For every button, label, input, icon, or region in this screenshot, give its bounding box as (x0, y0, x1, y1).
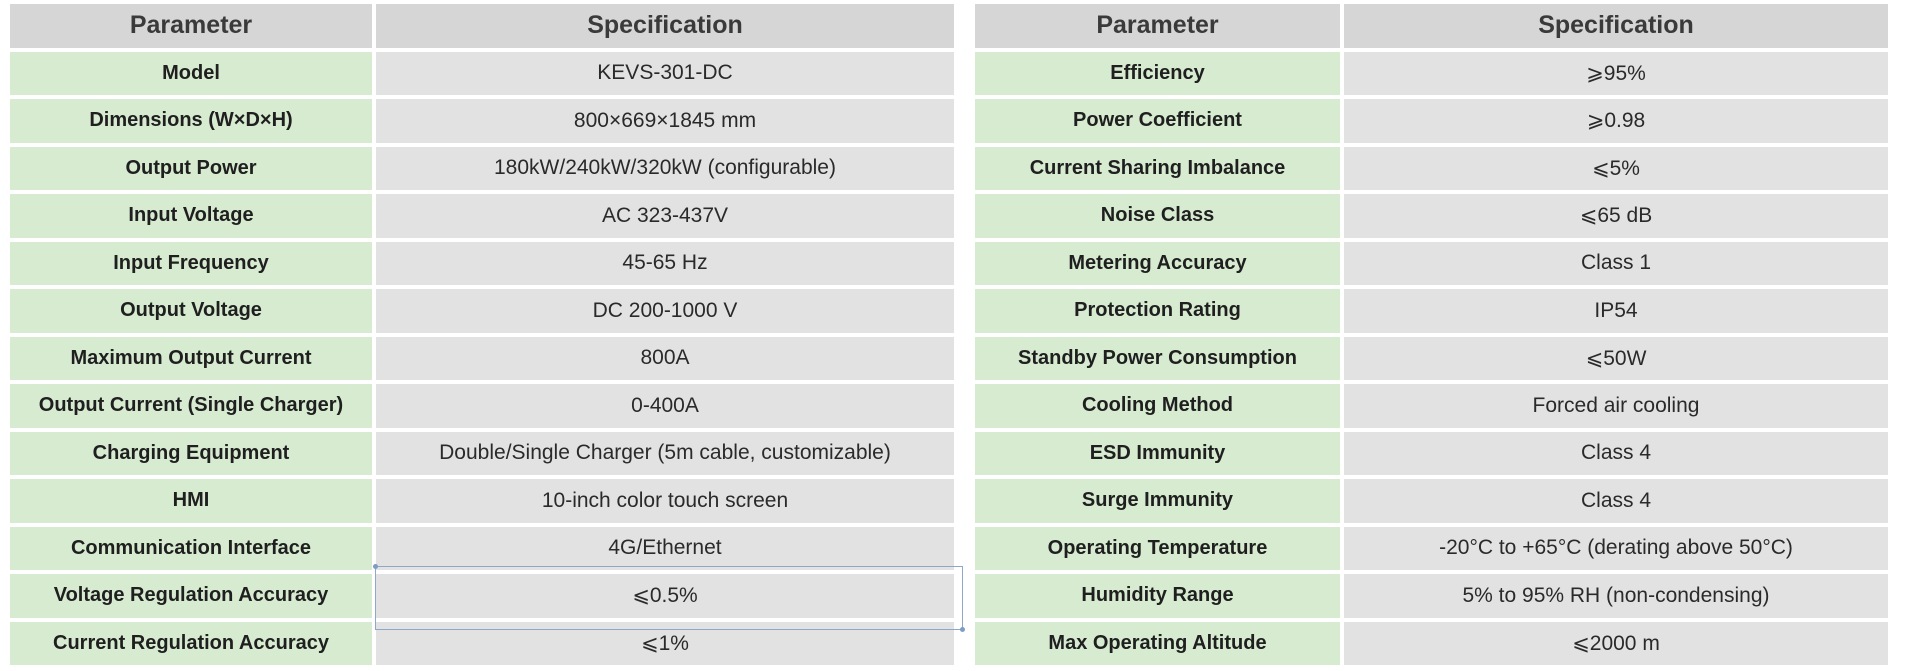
parameter-cell[interactable]: Input Frequency (10, 241, 372, 285)
table-row: Model KEVS-301-DC (10, 51, 954, 95)
specification-cell[interactable]: ⩾0.98 (1344, 99, 1888, 143)
table-row: Output Current (Single Charger) 0-400A (10, 384, 954, 428)
specification-cell[interactable]: IP54 (1344, 289, 1888, 333)
parameter-cell[interactable]: Metering Accuracy (975, 241, 1340, 285)
parameter-cell[interactable]: Maximum Output Current (10, 336, 372, 380)
specification-cell[interactable]: Class 4 (1344, 431, 1888, 475)
parameter-cell[interactable]: Standby Power Consumption (975, 336, 1340, 380)
table-row: ESD Immunity Class 4 (975, 431, 1888, 475)
specification-cell[interactable]: Double/Single Charger (5m cable, customi… (376, 431, 954, 475)
parameter-cell[interactable]: Noise Class (975, 194, 1340, 238)
specification-cell[interactable]: ⩽0.5% (376, 574, 954, 618)
specification-cell[interactable]: 0-400A (376, 384, 954, 428)
specification-cell[interactable]: -20°C to +65°C (derating above 50°C) (1344, 526, 1888, 570)
parameter-cell[interactable]: Output Power (10, 146, 372, 190)
parameter-cell[interactable]: Input Voltage (10, 194, 372, 238)
table-header-row: Parameter Specification (10, 4, 954, 48)
table-row: Maximum Output Current 800A (10, 336, 954, 380)
table-row: Surge Immunity Class 4 (975, 479, 1888, 523)
parameter-cell[interactable]: Current Sharing Imbalance (975, 146, 1340, 190)
specification-cell[interactable]: Class 1 (1344, 241, 1888, 285)
table-row: Input Frequency 45-65 Hz (10, 241, 954, 285)
table-row: Humidity Range 5% to 95% RH (non-condens… (975, 574, 1888, 618)
column-header-parameter: Parameter (975, 4, 1340, 48)
parameter-cell[interactable]: Dimensions (W×D×H) (10, 99, 372, 143)
specification-cell[interactable]: ⩾95% (1344, 51, 1888, 95)
parameter-cell[interactable]: Humidity Range (975, 574, 1340, 618)
parameter-cell[interactable]: Current Regulation Accuracy (10, 621, 372, 665)
table-row: Input Voltage AC 323-437V (10, 194, 954, 238)
parameter-cell[interactable]: Cooling Method (975, 384, 1340, 428)
specification-cell[interactable]: ⩽50W (1344, 336, 1888, 380)
specification-cell[interactable]: ⩽5% (1344, 146, 1888, 190)
specification-cell[interactable]: KEVS-301-DC (376, 51, 954, 95)
table-row: Power Coefficient ⩾0.98 (975, 99, 1888, 143)
parameter-cell[interactable]: HMI (10, 479, 372, 523)
table-row: Cooling Method Forced air cooling (975, 384, 1888, 428)
specification-cell[interactable]: 10-inch color touch screen (376, 479, 954, 523)
table-row: Current Sharing Imbalance ⩽5% (975, 146, 1888, 190)
table-row: HMI 10-inch color touch screen (10, 479, 954, 523)
parameter-cell[interactable]: Power Coefficient (975, 99, 1340, 143)
specification-cell[interactable]: 45-65 Hz (376, 241, 954, 285)
spec-table-left: Parameter Specification Model KEVS-301-D… (10, 4, 954, 665)
table-row: Max Operating Altitude ⩽2000 m (975, 621, 1888, 665)
parameter-cell[interactable]: ESD Immunity (975, 431, 1340, 475)
parameter-cell[interactable]: Output Current (Single Charger) (10, 384, 372, 428)
table-header-row: Parameter Specification (975, 4, 1888, 48)
table-row: Output Voltage DC 200-1000 V (10, 289, 954, 333)
column-header-parameter: Parameter (10, 4, 372, 48)
specification-cell[interactable]: 4G/Ethernet (376, 526, 954, 570)
table-row: Metering Accuracy Class 1 (975, 241, 1888, 285)
parameter-cell[interactable]: Voltage Regulation Accuracy (10, 574, 372, 618)
specification-cell[interactable]: AC 323-437V (376, 194, 954, 238)
parameter-cell[interactable]: Communication Interface (10, 526, 372, 570)
specification-cell[interactable]: 800×669×1845 mm (376, 99, 954, 143)
specification-cell[interactable]: Class 4 (1344, 479, 1888, 523)
selection-handle-bottom-right[interactable] (960, 627, 965, 632)
table-row: Efficiency ⩾95% (975, 51, 1888, 95)
table-row: Operating Temperature -20°C to +65°C (de… (975, 526, 1888, 570)
table-row: Noise Class ⩽65 dB (975, 194, 1888, 238)
specification-cell[interactable]: 180kW/240kW/320kW (configurable) (376, 146, 954, 190)
parameter-cell[interactable]: Max Operating Altitude (975, 621, 1340, 665)
table-row: Voltage Regulation Accuracy ⩽0.5% (10, 574, 954, 618)
specification-cell[interactable]: ⩽2000 m (1344, 621, 1888, 665)
parameter-cell[interactable]: Surge Immunity (975, 479, 1340, 523)
specification-cell[interactable]: DC 200-1000 V (376, 289, 954, 333)
table-row: Charging Equipment Double/Single Charger… (10, 431, 954, 475)
table-row: Current Regulation Accuracy ⩽1% (10, 621, 954, 665)
table-row: Standby Power Consumption ⩽50W (975, 336, 1888, 380)
parameter-cell[interactable]: Model (10, 51, 372, 95)
specification-cell[interactable]: 800A (376, 336, 954, 380)
table-row: Dimensions (W×D×H) 800×669×1845 mm (10, 99, 954, 143)
specification-cell[interactable]: Forced air cooling (1344, 384, 1888, 428)
specification-cell[interactable]: ⩽1% (376, 621, 954, 665)
column-header-specification: Specification (1344, 4, 1888, 48)
parameter-cell[interactable]: Output Voltage (10, 289, 372, 333)
table-row: Output Power 180kW/240kW/320kW (configur… (10, 146, 954, 190)
parameter-cell[interactable]: Efficiency (975, 51, 1340, 95)
parameter-cell[interactable]: Protection Rating (975, 289, 1340, 333)
parameter-cell[interactable]: Operating Temperature (975, 526, 1340, 570)
specification-cell[interactable]: ⩽65 dB (1344, 194, 1888, 238)
column-header-specification: Specification (376, 4, 954, 48)
table-row: Communication Interface 4G/Ethernet (10, 526, 954, 570)
spec-table-right: Parameter Specification Efficiency ⩾95% … (975, 4, 1888, 665)
specification-cell[interactable]: 5% to 95% RH (non-condensing) (1344, 574, 1888, 618)
table-row: Protection Rating IP54 (975, 289, 1888, 333)
parameter-cell[interactable]: Charging Equipment (10, 431, 372, 475)
